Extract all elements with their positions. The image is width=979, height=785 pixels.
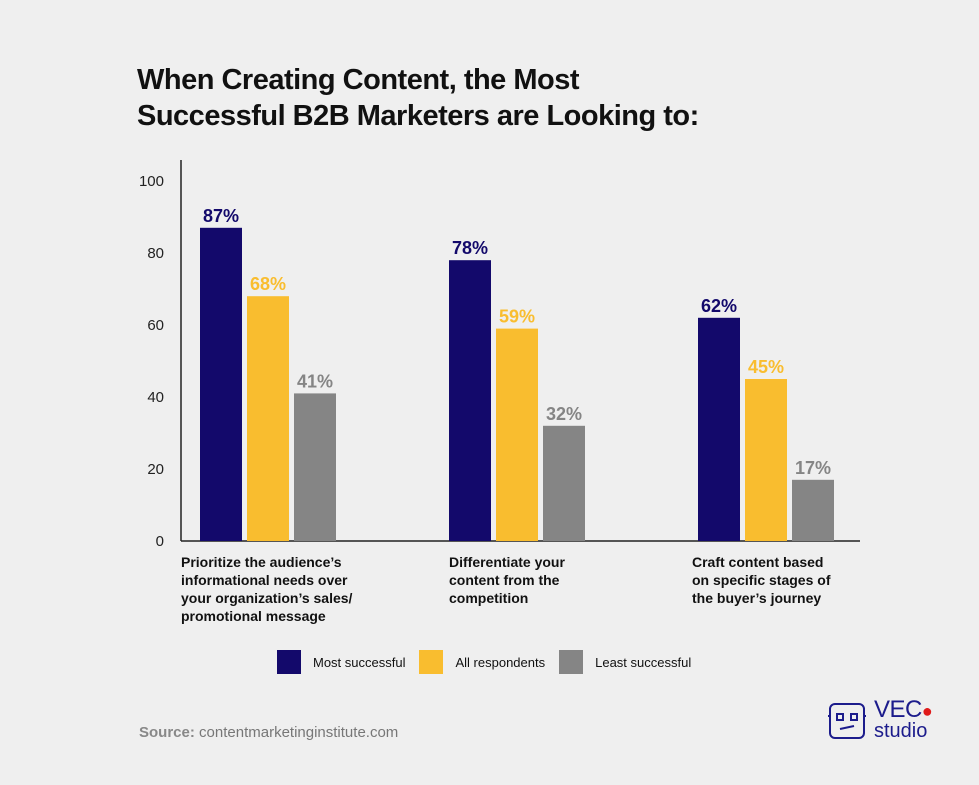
- category-label-line: on specific stages of: [692, 572, 831, 588]
- data-label: 59%: [499, 307, 535, 327]
- logo-wordmark: VEC● studio: [874, 698, 933, 742]
- legend: Most successful All respondents Least su…: [277, 650, 705, 674]
- legend-label-all-respondents: All respondents: [455, 654, 546, 670]
- category-label-line: content from the: [449, 572, 560, 588]
- vec-studio-logo: VEC● studio: [828, 698, 933, 742]
- logo-line-2: studio: [874, 720, 928, 742]
- data-label: 17%: [795, 458, 831, 478]
- bar: [294, 393, 336, 541]
- data-label: 78%: [452, 238, 488, 258]
- bar: [792, 479, 834, 541]
- bar-chart: 0 20 40 60 80 100 87% 78% 62% 68% 59% 45% 41% 32% 17%: [139, 160, 860, 550]
- robot-face-icon: [828, 702, 866, 739]
- category-label-line: Differentiate your: [449, 554, 565, 570]
- category-label-line: your organization’s sales/: [181, 590, 353, 606]
- legend-item-least-successful: Least successful: [559, 650, 691, 674]
- legend-label-most-successful: Most successful: [313, 654, 406, 670]
- bar: [543, 425, 585, 541]
- category-label: Craft content based on specific stages of…: [692, 553, 882, 607]
- source-text: contentmarketinginstitute.com: [199, 724, 399, 741]
- legend-swatch-least-successful: [559, 650, 584, 674]
- y-tick-label: 80: [147, 245, 164, 262]
- bar: [698, 317, 740, 541]
- bar: [449, 260, 491, 541]
- data-label: 68%: [250, 274, 286, 294]
- logo-red-dot-icon: ●: [921, 701, 933, 721]
- data-label: 62%: [701, 296, 737, 316]
- data-label: 41%: [297, 371, 333, 391]
- y-tick-label: 100: [139, 173, 164, 190]
- legend-item-most-successful: Most successful: [277, 650, 405, 674]
- category-label-line: promotional message: [181, 608, 326, 624]
- chart-title: When Creating Content, the Most Successf…: [137, 62, 699, 134]
- y-tick-label: 60: [147, 317, 164, 334]
- category-label-line: Prioritize the audience’s: [181, 554, 342, 570]
- legend-swatch-most-successful: [277, 650, 301, 674]
- source-note: Source: contentmarketinginstitute.com: [139, 724, 398, 741]
- category-label-line: Craft content based: [692, 554, 824, 570]
- logo-line-1: VEC●: [874, 698, 933, 722]
- title-line-2: Successful B2B Marketers are Looking to:: [137, 100, 699, 132]
- category-label: Prioritize the audience’s informational n…: [181, 553, 371, 625]
- bar: [745, 379, 787, 541]
- legend-label-least-successful: Least successful: [595, 654, 692, 670]
- y-tick-label: 20: [147, 461, 164, 478]
- title-line-1: When Creating Content, the Most: [137, 64, 580, 96]
- bar: [200, 227, 242, 542]
- category-label-line: competition: [449, 590, 529, 606]
- legend-swatch-all-respondents: [419, 650, 444, 674]
- legend-item-all-respondents: All respondents: [419, 650, 545, 674]
- logo-vec-text: VEC: [874, 696, 922, 723]
- bar: [247, 296, 289, 541]
- category-label-line: the buyer’s journey: [692, 590, 822, 606]
- y-tick-label: 40: [147, 389, 164, 406]
- data-label: 32%: [546, 404, 582, 424]
- category-label-line: informational needs over: [181, 572, 348, 588]
- data-label: 45%: [748, 357, 784, 377]
- bar: [496, 328, 538, 541]
- y-tick-label: 0: [156, 533, 164, 550]
- source-label: Source:: [139, 724, 195, 741]
- data-label: 87%: [203, 206, 239, 226]
- category-label: Differentiate your content from the compet…: [449, 553, 639, 607]
